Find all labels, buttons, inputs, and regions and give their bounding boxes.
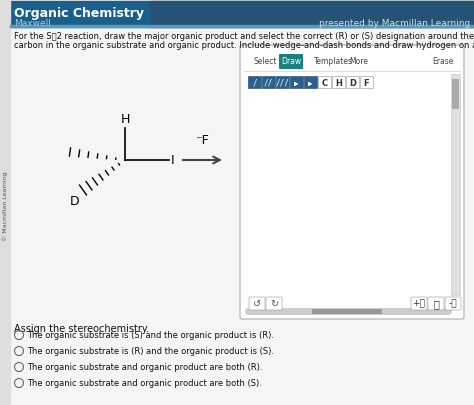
Bar (360, 77, 373, 89)
Text: F: F (364, 78, 369, 87)
Text: ↻: ↻ (270, 298, 278, 308)
Bar (248, 77, 261, 89)
Bar (318, 77, 331, 89)
Text: Organic Chemistry: Organic Chemistry (14, 6, 144, 19)
Bar (290, 77, 303, 89)
Text: carbon in the organic substrate and organic product. Include wedge-and-dash bond: carbon in the organic substrate and orga… (14, 41, 474, 50)
FancyBboxPatch shape (266, 297, 282, 310)
Text: ⌕: ⌕ (433, 298, 439, 308)
Bar (10, 26, 474, 28)
Bar (346, 77, 359, 89)
Text: ↺: ↺ (253, 298, 261, 308)
FancyBboxPatch shape (445, 297, 461, 310)
Text: The organic substrate is (S) and the organic product is (R).: The organic substrate is (S) and the org… (27, 331, 274, 340)
Text: ▶: ▶ (294, 78, 299, 87)
Text: © Macmillan Learning: © Macmillan Learning (2, 171, 8, 240)
Bar (312, 309, 382, 314)
Text: /: / (252, 78, 257, 87)
Text: -⌕: -⌕ (449, 299, 457, 308)
Text: The organic substrate and organic product are both (S).: The organic substrate and organic produc… (27, 379, 262, 388)
FancyBboxPatch shape (411, 297, 427, 310)
Bar (10, 2, 474, 28)
Text: ⁻F: ⁻F (196, 134, 210, 147)
Text: Select: Select (254, 58, 277, 66)
FancyBboxPatch shape (240, 46, 464, 319)
Text: +⌕: +⌕ (412, 299, 426, 308)
Bar (304, 77, 317, 89)
Bar (332, 77, 345, 89)
Text: D: D (69, 194, 79, 207)
Text: H: H (335, 78, 342, 87)
Bar (150, 2, 474, 28)
Text: Erase: Erase (433, 58, 454, 66)
Text: The organic substrate is (R) and the organic product is (S).: The organic substrate is (R) and the org… (27, 347, 274, 356)
Text: ▶: ▶ (308, 78, 313, 87)
Text: For the S2 reaction, draw the major organic product and select the correct (R) : For the S2 reaction, draw the major org… (14, 32, 474, 41)
Bar (452, 80, 459, 110)
Text: D: D (349, 78, 356, 87)
Text: I: I (171, 154, 174, 167)
Bar (276, 77, 289, 89)
Text: Templates: Templates (314, 58, 353, 66)
Bar (262, 77, 275, 89)
Text: Draw: Draw (281, 58, 301, 66)
Text: More: More (349, 58, 368, 66)
FancyBboxPatch shape (249, 297, 265, 310)
FancyBboxPatch shape (279, 55, 303, 70)
Text: C: C (321, 78, 328, 87)
Text: Assign the stereochemistry.: Assign the stereochemistry. (14, 323, 149, 333)
Text: ///: /// (275, 78, 290, 87)
Text: Maxwell: Maxwell (14, 19, 51, 28)
Bar (451, 75, 460, 295)
Text: H: H (120, 113, 130, 126)
Text: presented by Macmillan Learning: presented by Macmillan Learning (319, 19, 470, 28)
Text: The organic substrate and organic product are both (R).: The organic substrate and organic produc… (27, 362, 263, 371)
FancyBboxPatch shape (428, 297, 444, 310)
Bar (0, 0, 10, 405)
Text: //: // (264, 78, 273, 87)
